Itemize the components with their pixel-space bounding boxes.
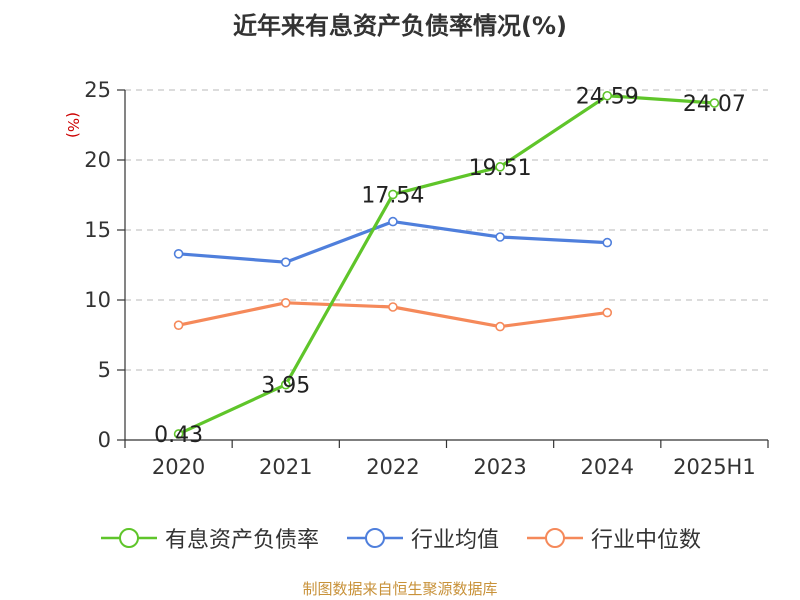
- x-tick-label: 2023: [473, 455, 526, 479]
- y-tick-label: 5: [98, 358, 111, 382]
- data-point: [173, 429, 184, 439]
- legend-line-circle-icon: [527, 528, 583, 548]
- y-tick-label: 10: [84, 288, 111, 312]
- data-point: [388, 216, 398, 227]
- data-label: 19.51: [469, 156, 532, 181]
- legend-label: 行业中位数: [591, 528, 702, 553]
- legend-item[interactable]: 行业均值: [345, 522, 499, 554]
- data-point: [602, 307, 613, 318]
- data-point: [280, 257, 291, 268]
- axes: 0 5 10 15 20 25 2020 2021 2022 2023 2024 2025H1 (%): [64, 78, 769, 479]
- data-labels: 0.43 3.95 17.54 19.51 24.59 24.07: [154, 85, 746, 448]
- data-point: [709, 98, 720, 108]
- x-tick-label: 2022: [366, 455, 419, 479]
- series-line: [178, 220, 608, 264]
- x-tick-label: 2021: [259, 455, 312, 479]
- data-label: 0.43: [154, 423, 203, 448]
- y-tick-label: 20: [84, 148, 111, 172]
- series-line: [177, 94, 715, 436]
- data-point: [495, 232, 505, 242]
- legend-line-circle-icon: [100, 528, 157, 548]
- data-label: 24.07: [683, 92, 746, 117]
- data-point: [280, 379, 291, 390]
- y-axis-title: (%): [64, 112, 82, 138]
- chart-title: 近年来有息资产负债率情况(%): [233, 12, 567, 40]
- data-point: [280, 297, 291, 308]
- data-point: [495, 162, 505, 172]
- legend-label: 有息资产负债率: [164, 528, 319, 553]
- data-point: [388, 189, 398, 200]
- data-point: [602, 237, 613, 248]
- x-tick-label: 2024: [581, 455, 634, 479]
- data-label: 17.54: [361, 183, 424, 208]
- x-tick-label: 2025H1: [673, 455, 756, 479]
- legend-item[interactable]: 有息资产负债率: [99, 522, 319, 554]
- data-point: [495, 321, 505, 332]
- legend-item[interactable]: 行业中位数: [525, 522, 701, 554]
- y-tick-label: 25: [84, 78, 111, 102]
- x-tick-label: 2020: [152, 455, 205, 479]
- data-point: [388, 302, 398, 312]
- data-label: 3.95: [261, 374, 310, 399]
- y-tick-label: 15: [84, 218, 111, 242]
- legend-line-circle-icon: [346, 528, 403, 548]
- series-layer: [173, 90, 720, 439]
- legend-label: 行业均值: [410, 528, 499, 553]
- series-1: [173, 216, 613, 268]
- data-point: [173, 249, 184, 259]
- y-tick-label: 0: [98, 428, 111, 452]
- series-2: [173, 297, 613, 332]
- data-point: [602, 90, 613, 101]
- legend: 有息资产负债率 行业均值 行业中位数: [0, 520, 800, 556]
- series-0: [173, 90, 720, 439]
- data-label: 24.59: [576, 85, 639, 110]
- source-note: 制图数据来自恒生聚源数据库: [302, 580, 498, 598]
- data-point: [173, 320, 184, 331]
